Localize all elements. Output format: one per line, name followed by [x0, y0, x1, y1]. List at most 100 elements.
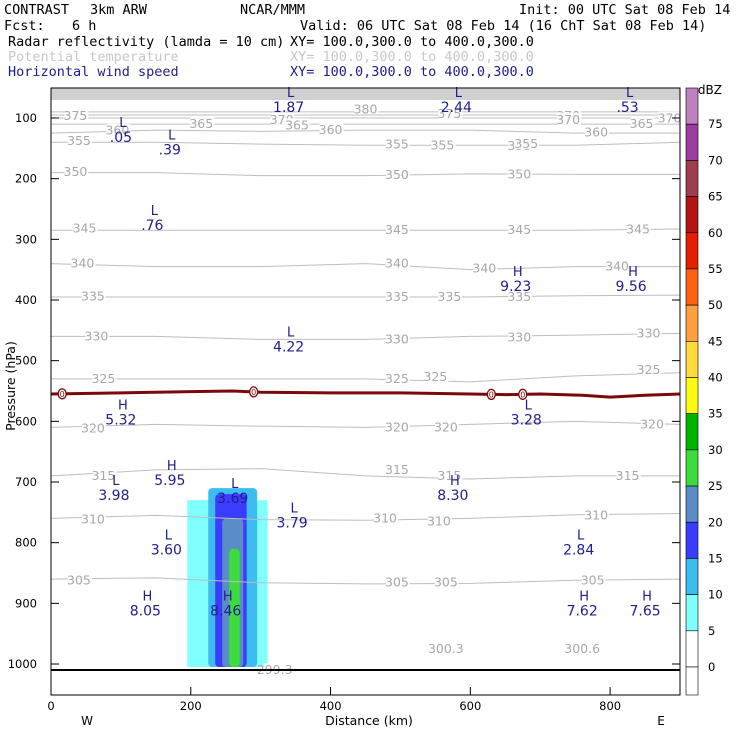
isentrope-label-bg [438, 289, 463, 302]
wind-extremum-value: 3.28 [511, 412, 542, 428]
isentrope-360 [50, 129, 680, 134]
colorbar-swatch [685, 377, 699, 414]
isentrope-label: 310 [584, 507, 608, 522]
wind-extremum-value: 3.98 [98, 488, 129, 504]
colorbar-level-label: 30 [708, 443, 723, 457]
colorbar-title: dBZ [698, 83, 722, 97]
wind-extremum-low-marker: L [119, 116, 127, 131]
zero-line-label-marker [486, 388, 496, 401]
isentrope-label-bg [427, 514, 452, 527]
isentrope-label: 320 [434, 419, 458, 434]
isentrope-345 [51, 228, 681, 231]
colorbar-level-label: 25 [708, 479, 723, 493]
isentrope-label-bg [106, 123, 131, 136]
isentrope-label: 315 [616, 468, 640, 483]
isentrope-label: 335 [385, 289, 409, 304]
y-tick-label: 200 [15, 172, 37, 186]
isentrope-label-bg [571, 641, 596, 654]
colorbar-level-label: 15 [708, 551, 723, 565]
isentrope-label: 365 [285, 117, 309, 132]
y-tick-label: 500 [15, 354, 37, 368]
y-tick-label: 700 [15, 475, 37, 489]
isentrope-label-bg [431, 138, 456, 151]
reflectivity-layer [51, 88, 680, 668]
isentrope-label-bg [64, 164, 89, 177]
colorbar-swatch [685, 630, 699, 668]
wind-extremum-low-marker: L [577, 529, 585, 544]
header-org: NCAR/MMM [240, 2, 306, 18]
y-tick-label: 300 [15, 232, 37, 246]
isentrope-label: 335 [507, 289, 531, 304]
colorbar-swatch-below [685, 666, 699, 696]
isentrope-label-bg [85, 329, 110, 342]
wind-extremum-value: 3.79 [277, 515, 308, 531]
colorbar-level-label: 75 [708, 117, 723, 131]
isentrope-label-bg [67, 134, 92, 147]
wind-extremum-low-marker: L [525, 398, 533, 413]
colorbar-swatch [685, 268, 699, 306]
isentrope-label-bg [585, 508, 610, 521]
header-model: 3km ARW [90, 2, 147, 18]
isentrope-label-bg [92, 371, 117, 384]
isentrope-label-bg [508, 330, 533, 343]
zero-line-label-marker [518, 388, 528, 400]
isentrope-335 [51, 294, 681, 298]
isentrope-label: 310 [427, 513, 451, 528]
wind-extremum-high-marker: H [167, 459, 177, 474]
isentrope-label-bg [385, 256, 410, 269]
isentrope-label-bg [385, 137, 410, 150]
colorbar-swatch [685, 485, 699, 523]
reflectivity-cell-25dbz [229, 548, 240, 668]
isentrope-label: 325 [637, 362, 661, 377]
theta-isentropes-layer: 3753803753703653703653703603603653703603… [50, 102, 683, 677]
wind-extremum-value: .76 [141, 218, 163, 234]
isentrope-label: 355 [67, 133, 91, 148]
x-tick-label: 0 [47, 699, 54, 713]
colorbar-swatch [685, 232, 699, 270]
isentrope-label-bg [81, 512, 106, 525]
isentrope-320 [50, 420, 681, 428]
wind-extremum-value: .05 [110, 130, 132, 146]
isentrope-label-bg [641, 417, 666, 430]
isentrope-label-bg [354, 102, 379, 115]
isentrope-label: 330 [84, 328, 108, 343]
header-fcst-label: Fcst: [4, 18, 45, 34]
colorbar-swatch [685, 413, 699, 451]
isentrope-label: 335 [81, 288, 105, 303]
colorbar-swatch [685, 558, 699, 595]
isentrope-label-bg [616, 468, 641, 481]
colorbar-level-label: 65 [708, 190, 723, 204]
isentrope-label: 300.6 [564, 641, 600, 656]
colorbar-swatch [685, 196, 699, 234]
wind-extremum-low-marker: L [455, 86, 463, 101]
isentrope-label: 370 [556, 112, 580, 127]
colorbar-swatch [685, 304, 699, 342]
isentrope-label-bg [438, 106, 463, 119]
y-tick-label: 400 [15, 293, 37, 307]
isentrope-label: 350 [385, 167, 409, 182]
x-axis-label: Distance (km) [325, 713, 413, 728]
wind-extremum-low-marker: L [626, 86, 634, 101]
colorbar-level-label: 55 [708, 262, 723, 276]
wind-extremum-value: 5.32 [105, 412, 136, 428]
isentrope-label: 325 [423, 369, 447, 384]
colorbar-swatch [685, 521, 699, 559]
wind-extremum-high-marker: H [118, 398, 128, 413]
zero-line-label: 0 [520, 390, 525, 399]
isentrope-label-bg [473, 261, 498, 274]
wind-extremum-high-marker: H [513, 265, 523, 280]
colorbar-level-label: 40 [708, 371, 723, 385]
isentrope-label-bg [385, 289, 410, 302]
isentrope-label: 320 [385, 419, 409, 434]
zero-line-label: 0 [60, 390, 65, 399]
isentrope-label-bg [434, 420, 459, 433]
wind-extremum-value: 9.23 [500, 279, 531, 295]
colorbar-swatch [685, 341, 699, 378]
isentrope-label: 375 [64, 108, 88, 123]
wind-extremum-high-marker: H [579, 589, 589, 604]
colorbar-level-label: 35 [708, 407, 723, 421]
isentrope-label: 330 [507, 330, 531, 345]
isentrope-305 [50, 577, 681, 585]
